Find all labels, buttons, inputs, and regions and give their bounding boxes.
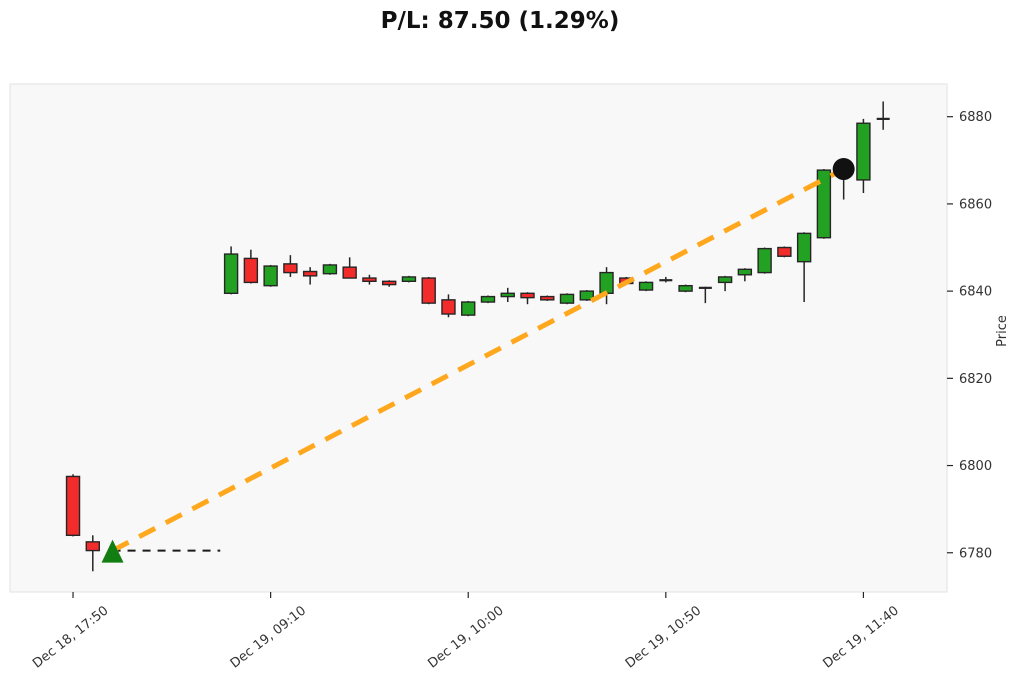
candle-body bbox=[599, 271, 614, 295]
y-tick-label: 6800 bbox=[959, 459, 992, 474]
candle-body bbox=[65, 475, 81, 537]
candle-body bbox=[678, 284, 693, 292]
candle-body bbox=[520, 292, 535, 299]
trade-line bbox=[111, 166, 845, 553]
candle-body bbox=[856, 122, 871, 181]
exit-marker-icon bbox=[832, 158, 855, 181]
candle-body bbox=[283, 263, 298, 274]
candle-body bbox=[777, 246, 792, 257]
candle-body bbox=[480, 295, 496, 303]
candle-body bbox=[243, 257, 259, 284]
candle-body bbox=[796, 232, 812, 263]
y-tick-label: 6860 bbox=[959, 197, 992, 212]
x-tick-label: Dec 19, 10:50 bbox=[623, 603, 704, 671]
x-tick-label: Dec 19, 09:10 bbox=[228, 603, 309, 671]
candle-body bbox=[540, 295, 555, 301]
candle-body bbox=[421, 277, 436, 304]
candle-body bbox=[638, 281, 654, 291]
candle-body bbox=[85, 541, 100, 552]
y-axis-title: Price bbox=[995, 315, 1010, 347]
candle-body bbox=[263, 265, 278, 287]
y-tick-label: 6880 bbox=[959, 110, 992, 125]
candle-body bbox=[559, 293, 575, 304]
plot-area bbox=[9, 83, 948, 593]
y-tick-label: 6820 bbox=[959, 372, 992, 387]
candle-body bbox=[441, 299, 456, 315]
candle-body bbox=[816, 169, 832, 239]
y-tick-label: 6840 bbox=[959, 285, 992, 300]
x-tick-label: Dec 19, 10:00 bbox=[425, 603, 506, 671]
candle-body bbox=[223, 253, 239, 295]
candle-body bbox=[401, 276, 417, 283]
candle-body bbox=[737, 268, 753, 276]
x-tick-label: Dec 19, 11:40 bbox=[820, 603, 901, 671]
candle-body bbox=[381, 280, 397, 286]
chart-title: P/L: 87.50 (1.29%) bbox=[380, 8, 620, 34]
candle-body bbox=[461, 301, 476, 316]
candle-body bbox=[579, 290, 594, 301]
x-tick-label: Dec 18, 17:50 bbox=[30, 603, 111, 671]
y-tick-label: 6780 bbox=[959, 546, 992, 561]
candle-body bbox=[717, 276, 733, 284]
candle-body bbox=[757, 247, 772, 274]
entry-marker-icon bbox=[101, 539, 124, 563]
candle-body bbox=[500, 292, 515, 298]
candle-body bbox=[322, 264, 338, 275]
candle-body bbox=[302, 270, 318, 277]
candle-body bbox=[342, 266, 357, 279]
candle-body bbox=[362, 277, 377, 283]
